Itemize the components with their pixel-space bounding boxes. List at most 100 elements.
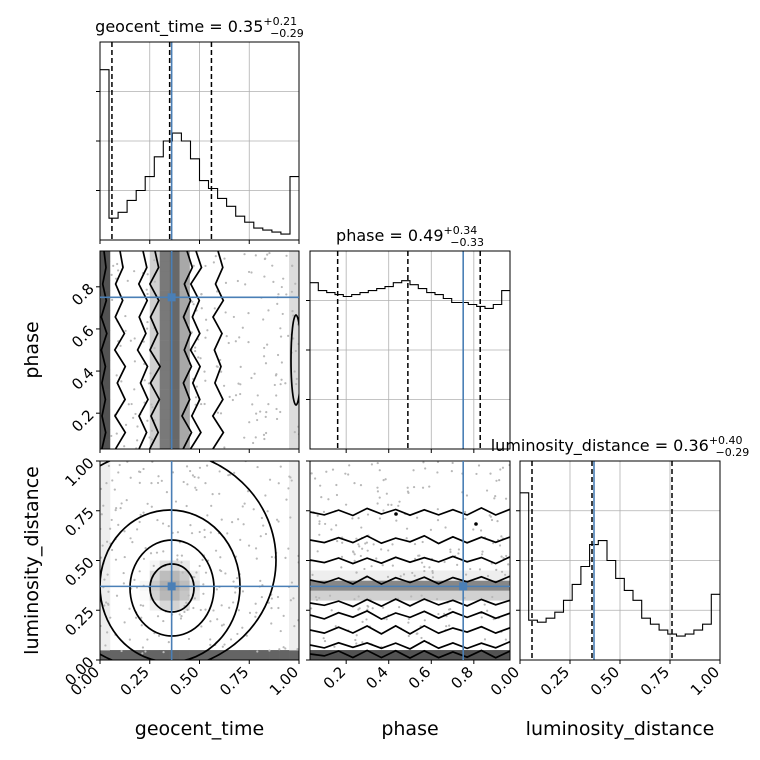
density-cell [330, 590, 341, 601]
density-cell [340, 590, 351, 601]
sample-point [290, 479, 293, 482]
density-cell [380, 590, 391, 601]
sample-point [119, 507, 122, 510]
sample-point [279, 327, 282, 330]
sample-point [220, 604, 223, 607]
sample-point [110, 518, 113, 522]
sample-point [376, 490, 380, 493]
sample-point [331, 468, 335, 471]
sample-point [397, 504, 400, 507]
sample-point [142, 467, 145, 471]
y-tick-label-phase: 0.4 [68, 364, 98, 394]
sample-point [344, 503, 348, 506]
sample-point [129, 339, 132, 342]
sample-point [224, 311, 227, 314]
histogram-phase-frame [309, 250, 511, 450]
sample-point [241, 590, 245, 593]
sample-point [436, 508, 439, 511]
density-cell [179, 369, 190, 380]
sample-point [507, 563, 510, 566]
sample-point [287, 547, 290, 550]
density-cell [169, 560, 180, 571]
sample-point [292, 337, 295, 340]
density-cell [450, 590, 461, 601]
sample-point [194, 486, 197, 489]
histogram-luminosity_distance: luminosity_distance = 0.36+0.40 −0.29 [491, 434, 749, 660]
sample-point [237, 609, 240, 612]
density-cell [159, 600, 170, 611]
density-cell [179, 251, 190, 262]
sample-point [352, 551, 355, 554]
sample-point [160, 479, 163, 482]
density-cell [159, 650, 170, 660]
density-cell [149, 260, 160, 272]
sample-point [292, 314, 295, 317]
sample-point [216, 290, 219, 293]
sample-point [209, 620, 212, 623]
title-phase: phase = 0.49+0.34 −0.33 [336, 224, 484, 249]
density-cell [179, 560, 190, 571]
density-cell [159, 379, 170, 390]
sample-point [263, 257, 266, 261]
density-cell [490, 580, 501, 591]
sample-point [290, 290, 294, 293]
sample-point [245, 634, 248, 637]
density-cell [330, 570, 341, 581]
density-cell [340, 580, 351, 591]
y-tick-label-phase: 0.6 [68, 322, 98, 352]
sample-point [233, 471, 236, 474]
density-cell [149, 409, 160, 420]
density-cell [480, 570, 491, 581]
sample-point [284, 556, 287, 560]
sample-point [324, 522, 327, 526]
sample-point [227, 341, 230, 345]
density-cell [310, 580, 321, 591]
sample-point [231, 398, 234, 402]
sample-point [437, 612, 440, 616]
sample-point [149, 372, 152, 375]
sample-point [106, 573, 109, 576]
density-cell [289, 330, 299, 341]
sample-point [144, 650, 147, 653]
sample-point [500, 535, 503, 538]
density-cell [340, 650, 351, 660]
sample-point [192, 303, 195, 306]
density-cell [100, 650, 111, 660]
sample-point [465, 494, 469, 497]
sample-point [264, 532, 268, 536]
density-cell [390, 580, 401, 591]
sample-point [187, 637, 191, 641]
sample-point [443, 612, 446, 616]
density-cell [289, 520, 299, 531]
sample-point [273, 383, 276, 387]
density-cell [470, 650, 481, 660]
density-cell [289, 419, 299, 430]
density-cell [320, 570, 331, 581]
sample-point [499, 468, 502, 471]
sample-point [185, 504, 188, 508]
sample-point [275, 417, 279, 421]
sample-point [223, 257, 226, 260]
sample-point [445, 625, 448, 628]
sample-point [413, 557, 417, 560]
sample-point [162, 651, 165, 654]
sample-point [264, 362, 268, 365]
sample-point [290, 581, 294, 584]
sample-point [167, 640, 170, 644]
sample-point [279, 335, 283, 338]
density-cell [289, 540, 299, 551]
sample-point [239, 383, 242, 386]
sample-point [106, 540, 109, 543]
sample-point [109, 527, 112, 530]
density-cell [340, 570, 351, 581]
sample-point [436, 519, 440, 522]
sample-point [161, 522, 165, 525]
density-cell [360, 570, 371, 581]
sample-point [385, 618, 388, 621]
sample-point [382, 479, 385, 482]
sample-point [205, 464, 209, 467]
sample-point [370, 565, 373, 568]
sample-point [264, 415, 267, 418]
sample-point [262, 355, 266, 358]
sample-point [234, 394, 238, 397]
